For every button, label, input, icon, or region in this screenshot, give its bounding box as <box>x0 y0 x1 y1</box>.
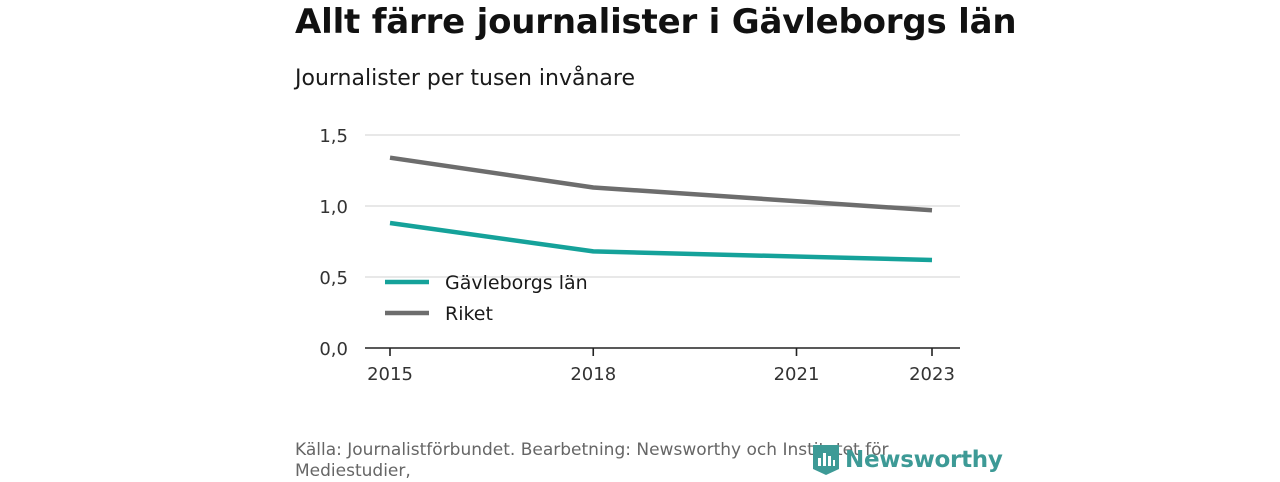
brand-logo: Newsworthy <box>813 445 1003 475</box>
y-tick-label: 0,0 <box>319 339 348 360</box>
x-tick-label: 2018 <box>570 364 616 385</box>
series-lines <box>389 155 933 263</box>
legend-label: Riket <box>445 303 493 325</box>
line-chart: 0,0 0,5 1,0 1,5 2015 2018 2021 2023 Gävleborgs… <box>319 126 960 385</box>
y-tick-label: 1,0 <box>319 197 348 218</box>
chart-container: Allt färre journalister i Gävleborgs län… <box>295 0 1017 481</box>
x-tick-label: 2015 <box>367 364 413 385</box>
y-tick-label: 0,5 <box>319 268 348 289</box>
chart-subtitle: Journalister per tusen invånare <box>295 66 635 91</box>
brand-name: Newsworthy <box>845 447 1003 473</box>
y-tick-label: 1,5 <box>319 126 348 147</box>
source-note: Källa: Journalistförbundet. Bearbetning:… <box>295 440 889 481</box>
series-line-g-vleborgs-l-n <box>389 220 933 263</box>
legend: Gävleborgs län Riket <box>385 272 588 325</box>
bar-chart-logo-icon <box>813 445 839 475</box>
x-tick-label: 2023 <box>909 364 955 385</box>
legend-label: Gävleborgs län <box>445 272 588 294</box>
series-line-riket <box>389 155 933 213</box>
y-axis-ticks: 0,0 0,5 1,0 1,5 <box>319 126 348 360</box>
x-axis: 2015 2018 2021 2023 <box>365 347 960 385</box>
chart-title: Allt färre journalister i Gävleborgs län <box>295 2 1017 42</box>
x-tick-label: 2021 <box>774 364 820 385</box>
